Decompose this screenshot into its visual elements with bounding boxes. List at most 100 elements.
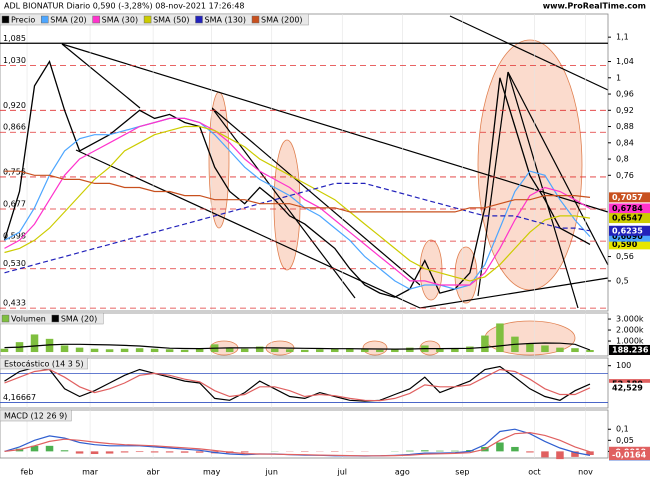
value-label-box bbox=[609, 225, 650, 236]
x-tick-label: mar bbox=[82, 468, 99, 477]
legend-swatch bbox=[40, 15, 49, 24]
y-tick-label: 0,5 bbox=[616, 276, 629, 285]
histogram-bar bbox=[105, 451, 114, 454]
trend-line bbox=[507, 71, 579, 309]
level-label: 0,920 bbox=[3, 101, 26, 110]
x-tick-label: ago bbox=[395, 468, 410, 477]
value-label: 188.236 bbox=[612, 345, 649, 354]
level-label: 0,866 bbox=[3, 123, 26, 132]
value-label-box bbox=[609, 449, 650, 460]
legend-swatch bbox=[1, 314, 10, 323]
bar bbox=[60, 345, 69, 353]
value-label: 0,6784 bbox=[612, 204, 643, 213]
x-tick-label: sep bbox=[455, 468, 469, 477]
bar bbox=[195, 348, 204, 353]
x-tick-label: jun bbox=[265, 468, 278, 477]
value-label-box bbox=[609, 192, 650, 203]
bar bbox=[466, 346, 474, 353]
bar bbox=[316, 349, 324, 353]
bar bbox=[436, 348, 444, 353]
bar bbox=[225, 347, 234, 353]
value-label: 0,6090 bbox=[612, 232, 643, 241]
bar bbox=[451, 348, 459, 353]
y-tick-label: 1,1 bbox=[616, 33, 629, 42]
y-tick-label: 3.000k bbox=[616, 315, 644, 324]
level-label: 4,16667 bbox=[3, 393, 36, 402]
y-tick-label: 0,76 bbox=[616, 171, 634, 180]
x-tick-label: nov bbox=[578, 468, 593, 477]
histogram-bar bbox=[541, 451, 549, 458]
trend-line bbox=[419, 277, 609, 309]
histogram-bar bbox=[586, 451, 594, 455]
legend: MACD (12 26 9) bbox=[0, 409, 72, 422]
legend-swatch bbox=[251, 15, 260, 24]
value-label: -0,0164 bbox=[612, 450, 647, 459]
legend: Volumen SMA (20) bbox=[0, 312, 104, 325]
value-label-box bbox=[609, 344, 650, 355]
level-label: 1,085 bbox=[3, 34, 26, 43]
histogram-bar bbox=[571, 451, 579, 457]
bar bbox=[496, 323, 504, 353]
y-tick-label: 0,84 bbox=[616, 138, 634, 147]
level-label: 1,030 bbox=[3, 56, 26, 65]
legend-swatch bbox=[195, 15, 203, 24]
value-label-box bbox=[609, 239, 650, 250]
histogram-bar bbox=[421, 450, 429, 452]
panel-frame bbox=[0, 409, 609, 459]
histogram-bar bbox=[436, 450, 444, 452]
bar bbox=[391, 349, 399, 353]
trend-line bbox=[477, 71, 509, 297]
series-line bbox=[4, 368, 591, 402]
value-label-box bbox=[609, 231, 650, 242]
bar bbox=[75, 347, 84, 353]
histogram-bar bbox=[135, 451, 144, 453]
chart-title: ADL BIONATUR Diario 0,590 (-3,28%) 08-no… bbox=[4, 2, 245, 11]
legend-label: SMA (50) bbox=[153, 16, 189, 25]
level-label: 0,530 bbox=[3, 259, 26, 268]
histogram-bar bbox=[240, 451, 249, 453]
level-label: 0,756 bbox=[3, 167, 26, 176]
series-line bbox=[4, 117, 591, 290]
value-label-box bbox=[609, 382, 650, 393]
panel-frame bbox=[0, 312, 609, 357]
bar bbox=[586, 350, 594, 353]
y-tick-label: 0,56 bbox=[616, 252, 634, 261]
legend-background bbox=[0, 357, 88, 370]
value-label: 0,7057 bbox=[612, 193, 643, 202]
x-tick-label: jul bbox=[337, 468, 348, 477]
y-tick-label: 1,04 bbox=[616, 57, 634, 66]
series-line bbox=[4, 431, 591, 457]
level-label: 0,433 bbox=[3, 299, 26, 308]
histogram-bar bbox=[180, 451, 189, 453]
bar bbox=[346, 348, 354, 353]
bar bbox=[0, 348, 9, 353]
y-tick-label: 0,96 bbox=[616, 90, 634, 99]
legend-swatch bbox=[143, 15, 152, 24]
x-tick-label: may bbox=[203, 468, 221, 477]
legend: Estocástico (14 3 5) bbox=[0, 357, 88, 370]
panel-title: MACD (12 26 9) bbox=[4, 412, 67, 421]
bar bbox=[90, 348, 99, 353]
x-tick-label: abr bbox=[146, 468, 160, 477]
trend-line bbox=[61, 43, 141, 109]
y-tick-label: 0,88 bbox=[616, 122, 634, 131]
legend-swatch bbox=[51, 314, 60, 323]
y-tick-label: 2.000k bbox=[616, 326, 644, 335]
y-tick-label: 0,05 bbox=[616, 436, 634, 445]
histogram-bar bbox=[165, 451, 174, 453]
histogram-bar bbox=[30, 445, 39, 452]
histogram-bar bbox=[150, 451, 159, 453]
highlight bbox=[477, 39, 583, 291]
highlight bbox=[273, 139, 301, 271]
histogram-bar bbox=[556, 451, 564, 460]
bar bbox=[240, 348, 249, 353]
level-label: 0,677 bbox=[3, 200, 26, 209]
legend: Precio SMA (20) SMA (30) SMA (50) SMA (130) S… bbox=[0, 13, 309, 26]
series-line bbox=[4, 182, 591, 274]
x-tick-label: oct bbox=[528, 468, 540, 477]
series-line bbox=[4, 117, 591, 286]
highlight bbox=[362, 340, 388, 356]
bar bbox=[376, 349, 384, 353]
bar bbox=[105, 349, 114, 353]
trend-line bbox=[449, 15, 609, 91]
